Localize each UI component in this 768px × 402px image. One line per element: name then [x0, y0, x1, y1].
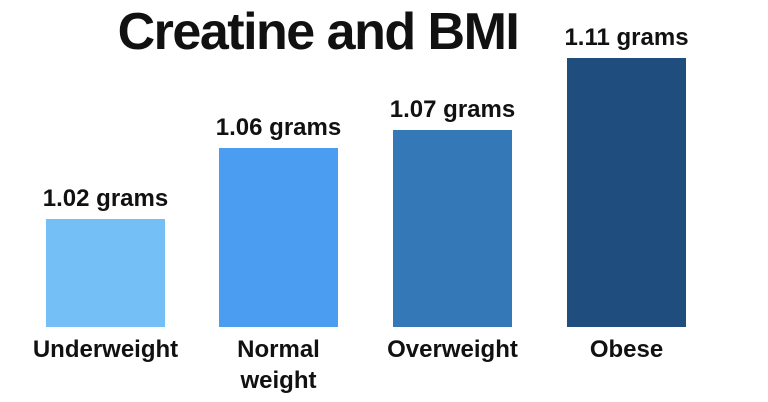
value-label-overweight: 1.07 grams [389, 96, 516, 123]
x-axis-label-underweight: Underweight [32, 336, 179, 363]
bar-normal-weight [218, 148, 338, 327]
bar-group-obese: 1.11 grams Obese [547, 0, 707, 402]
value-label-obese: 1.11 grams [564, 24, 689, 51]
x-axis-label-obese: Obese [589, 336, 664, 363]
x-axis-label-overweight: Overweight [387, 336, 518, 363]
x-axis-label-normal-weight: Normal weight [237, 336, 320, 394]
bar-group-underweight: 1.02 grams Underweight [26, 0, 186, 402]
bar-obese [566, 58, 686, 327]
bar-underweight [45, 219, 165, 327]
bar-group-normal-weight: 1.06 grams Normal weight [199, 0, 359, 402]
value-label-underweight: 1.02 grams [42, 185, 169, 212]
bar-group-overweight: 1.07 grams Overweight [373, 0, 533, 402]
chart-title: Creatine and BMI [117, 3, 520, 61]
bar-overweight [392, 130, 512, 327]
value-label-normal-weight: 1.06 grams [215, 114, 342, 141]
